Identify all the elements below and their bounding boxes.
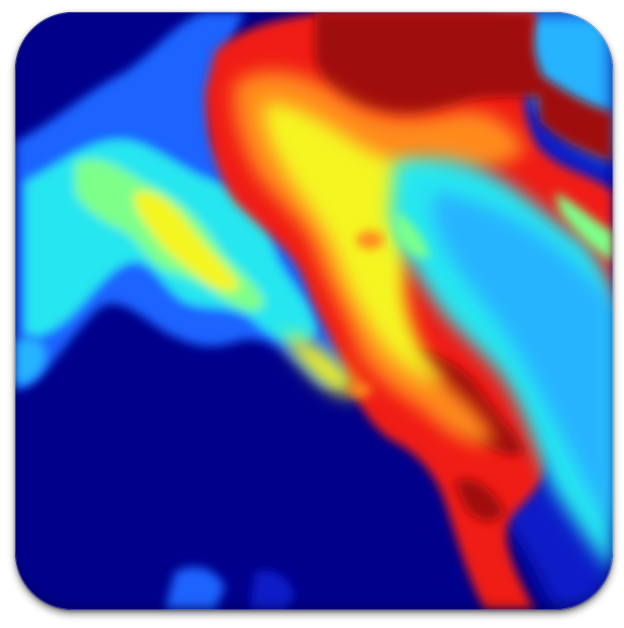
lower-left-wisps — [15, 338, 295, 610]
small-orange-blob — [348, 231, 384, 396]
tongue-green-streaks — [395, 192, 613, 262]
turbulent-field-image — [15, 12, 613, 610]
heatmap-tile — [15, 12, 613, 610]
left-turbulent-plume — [15, 12, 357, 392]
cool-tongue-light-blue — [433, 192, 613, 532]
